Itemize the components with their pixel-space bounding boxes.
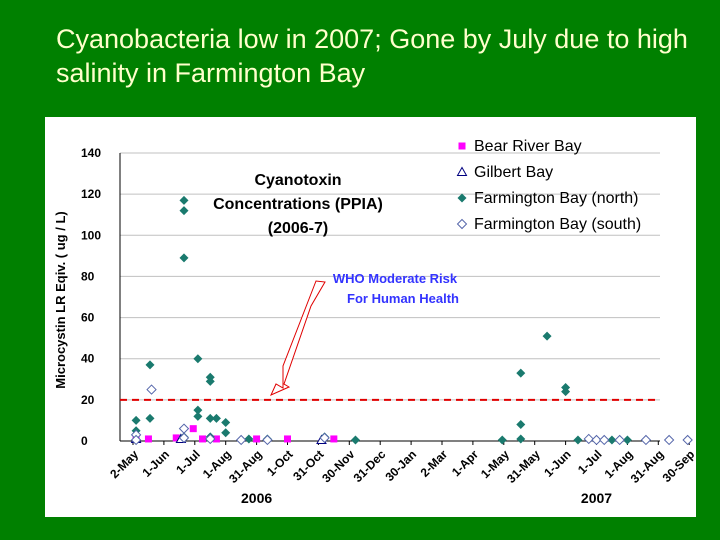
farmington-bay-south-point	[146, 384, 157, 395]
farmington-bay-south-point	[614, 434, 625, 446]
x-tick-label: 30-Nov	[319, 447, 357, 485]
farmington-bay-north-point	[516, 368, 526, 378]
x-tick-label: 1-Jul	[173, 447, 203, 477]
annotation-line: Cyanotoxin	[254, 172, 341, 189]
bear-river-bay-point	[253, 435, 261, 443]
farmington-bay-north-point	[193, 411, 203, 421]
legend-entry: Farmington Bay (south)	[474, 216, 641, 233]
farmington-bay-south-point	[591, 434, 602, 446]
x-tick-label: 30-Jan	[382, 447, 419, 484]
farmington-bay-north-point	[211, 413, 221, 423]
y-tick-label: 120	[81, 187, 101, 201]
farmington-bay-north-point	[145, 360, 155, 370]
y-tick-label: 60	[81, 311, 95, 325]
farmington-bay-north-point	[145, 413, 155, 423]
farmington-bay-north-point	[607, 435, 617, 445]
y-tick-label: 20	[81, 393, 95, 407]
farmington-bay-north-point	[193, 354, 203, 364]
x-tick-label: 1-Apr	[449, 447, 481, 479]
who-label-line: For Human Health	[347, 291, 459, 306]
farmington-bay-north-point	[205, 413, 215, 423]
y-axis-label: Microcystin LR Eqiv. ( ug / L)	[53, 211, 68, 388]
farmington-bay-north-point	[131, 415, 141, 425]
farmington-bay-south-point	[663, 434, 675, 446]
y-gridlines	[120, 152, 660, 401]
farmington-bay-north-point	[179, 195, 189, 205]
farmington-bay-north-point	[561, 387, 571, 397]
x-tick-label: 31-Dec	[351, 447, 389, 485]
farmington-bay-south-point	[583, 433, 594, 445]
bear-river-bay-point	[172, 434, 180, 442]
farmington-bay-north-point	[497, 435, 507, 445]
farmington-bay-south-point	[130, 434, 142, 446]
legend-entry: Gilbert Bay	[474, 164, 553, 181]
bear-river-bay-point	[189, 425, 197, 433]
y-tick-label: 80	[81, 269, 95, 283]
farmington-bay-north-point	[516, 434, 526, 444]
who-label-line: WHO Moderate Risk	[333, 271, 458, 286]
bear-river-bay-point	[199, 435, 207, 443]
x-tick-label: 31-May	[504, 447, 543, 486]
farmington-bay-north-point	[193, 405, 203, 415]
data-points	[130, 195, 693, 446]
slide-title: Cyanobacteria low in 2007; Gone by July …	[56, 24, 688, 88]
farmington-bay-north-point	[205, 376, 215, 386]
x-tick-label: 2-May	[107, 447, 141, 481]
bear-river-bay-point	[144, 435, 152, 443]
farmington-bay-north-point	[244, 434, 254, 444]
y-tick-label: 140	[81, 146, 101, 160]
x-tick-label: 31-Aug	[628, 447, 667, 486]
y-tick-labels: 0 20 40 60 80 100 120 140	[81, 146, 101, 448]
y-tick-label: 40	[81, 352, 95, 366]
y-tick-label: 0	[81, 434, 88, 448]
farmington-bay-north-point	[221, 428, 231, 438]
x-tick-label: 1-Jul	[575, 447, 605, 477]
legend-marker	[456, 166, 468, 176]
who-label: WHO Moderate Risk For Human Health	[333, 271, 459, 306]
x-tick-label: 1-Jun	[139, 447, 172, 480]
annotation-line: Concentrations (PPIA)	[213, 196, 383, 213]
farmington-bay-north-point	[179, 253, 189, 263]
farmington-bay-south-point	[178, 423, 190, 434]
farmington-bay-south-point	[178, 432, 190, 444]
x-tick-label: 1-Jun	[541, 447, 574, 480]
x-tick-label: 31-Aug	[226, 447, 265, 486]
year-labels: 2006 2007	[241, 490, 612, 506]
chart-legend: Bear River Bay Gilbert Bay Farmington Bay …	[456, 138, 641, 233]
farmington-bay-south-point	[682, 434, 693, 446]
annotation-line: (2006-7)	[268, 220, 328, 237]
x-tick-label: 2-Mar	[418, 447, 451, 480]
x-tick-label: 30-Sep	[660, 447, 696, 485]
bear-river-bay-point	[330, 435, 338, 443]
legend-marker	[456, 218, 468, 230]
farmington-bay-south-point	[640, 434, 652, 446]
legend-entry: Bear River Bay	[474, 138, 582, 155]
farmington-bay-north-point	[622, 435, 632, 445]
farmington-bay-south-point	[599, 434, 610, 446]
year-label: 2006	[241, 490, 272, 506]
farmington-bay-south-point	[319, 432, 330, 444]
year-label: 2007	[581, 490, 612, 506]
chart-panel: Microcystin LR Eqiv. ( ug / L) 0 20 40 60 80…	[45, 117, 696, 517]
farmington-bay-north-point	[542, 331, 552, 341]
farmington-bay-north-point	[573, 435, 583, 445]
legend-entry: Farmington Bay (north)	[474, 190, 639, 207]
bear-river-bay-point	[212, 435, 220, 443]
farmington-bay-south-point	[262, 434, 273, 446]
legend-marker	[457, 193, 467, 203]
farmington-bay-north-point	[221, 417, 231, 427]
farmington-bay-north-point	[516, 420, 526, 430]
farmington-bay-south-point	[205, 433, 216, 445]
chart-annotation: Cyanotoxin Concentrations (PPIA) (2006-7)	[213, 172, 383, 237]
farmington-bay-north-point	[350, 435, 360, 445]
scatter-chart: Microcystin LR Eqiv. ( ug / L) 0 20 40 60 80…	[53, 138, 696, 506]
farmington-bay-south-point	[235, 434, 247, 446]
who-arrow	[270, 280, 326, 396]
bear-river-bay-point	[284, 435, 291, 443]
legend-marker	[458, 142, 466, 150]
y-tick-label: 100	[81, 228, 101, 242]
farmington-bay-north-point	[179, 206, 189, 216]
